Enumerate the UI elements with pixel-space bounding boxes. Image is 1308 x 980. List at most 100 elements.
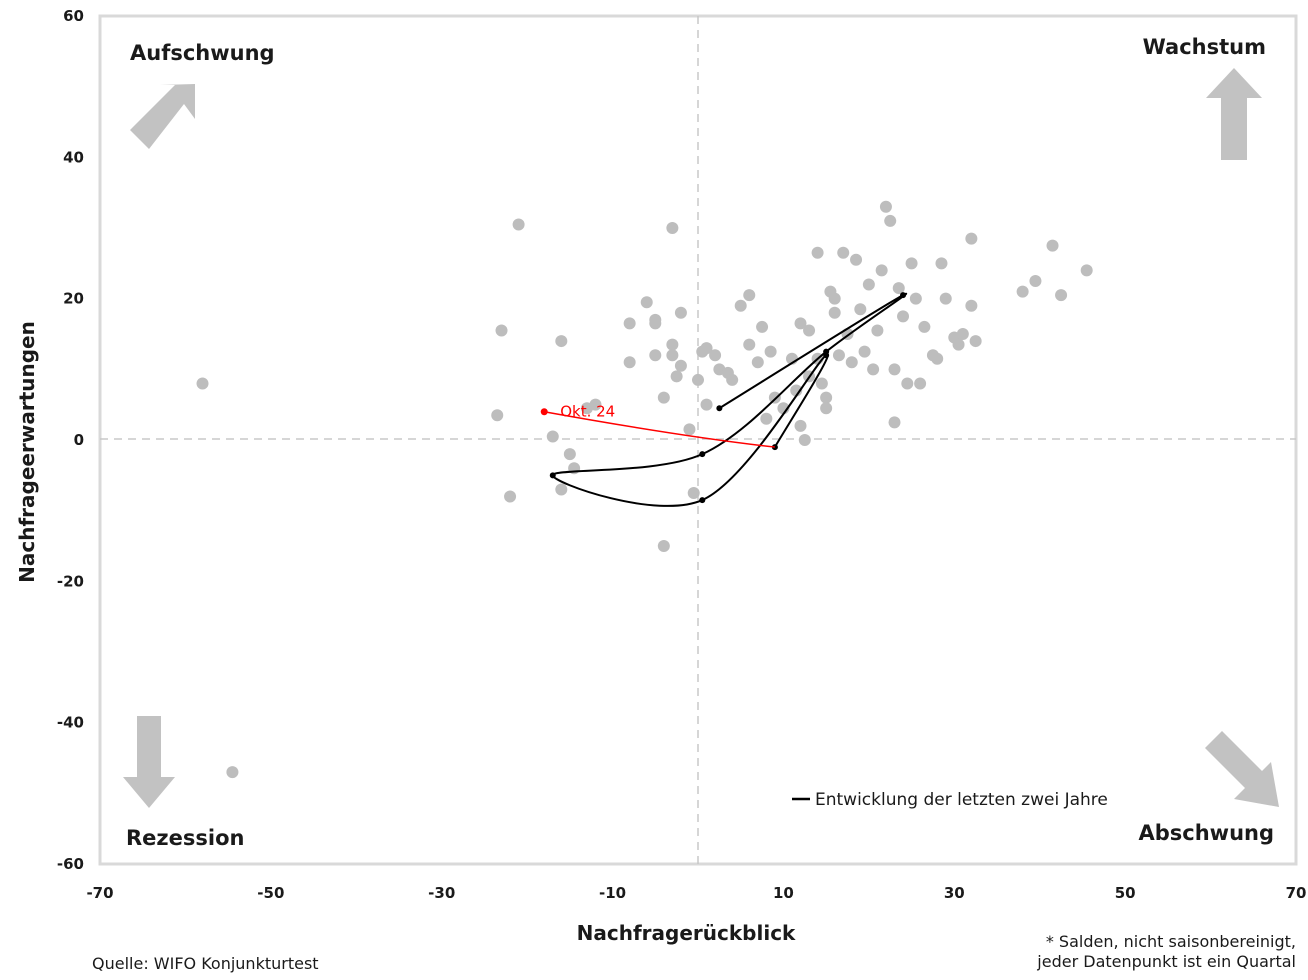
history-point [935,257,948,270]
history-point [931,352,944,365]
history-point [969,335,982,348]
history-point [666,349,679,362]
y-tick-label: -60 [57,855,84,873]
history-point [965,232,978,245]
quadrant-label-rezession: Rezession [126,826,244,850]
history-point [546,430,559,443]
history-point [751,356,764,369]
history-point [897,310,910,323]
history-point [888,416,901,429]
history-point [196,377,209,390]
history-point [854,303,867,316]
history-point [700,398,713,411]
history-point [743,289,756,302]
quadrant-label-aufschwung: Aufschwung [130,41,275,65]
history-point [512,218,525,231]
history-point [623,317,636,330]
history-point [657,391,670,404]
history-point [683,423,696,436]
history-point [692,373,704,386]
history-point [879,200,892,213]
history-point [815,377,828,390]
y-tick-labels: -60 -40 -20 0 20 40 60 [57,7,84,873]
history-points [196,200,1093,779]
x-axis-title: Nachfragerückblick [577,921,796,945]
y-tick-label: 60 [63,7,84,25]
history-point [820,402,833,415]
history-point [905,257,918,270]
history-point [820,391,833,404]
history-point [657,540,670,552]
history-point [803,324,816,337]
history-point [798,434,811,446]
history-point [965,299,978,312]
history-point [687,487,700,499]
history-point [700,342,713,355]
recent-point [900,292,907,299]
x-tick-labels: -70 -50 -30 -10 10 30 50 70 [86,884,1306,902]
history-point [871,324,884,337]
history-point [1016,285,1029,298]
history-point [884,214,897,227]
recent-point [716,405,723,412]
x-tick-label: 10 [773,884,794,902]
history-point [768,391,781,404]
history-point [811,246,824,259]
history-point [875,264,888,277]
recent-series [549,292,907,507]
history-point [589,398,602,411]
history-point [674,306,687,319]
legend: Entwicklung der letzten zwei Jahre [792,790,1108,810]
history-point [790,384,803,397]
x-tick-label: -50 [257,884,284,902]
recent-point [549,472,556,479]
history-point [837,246,850,259]
history-point [828,292,841,305]
up-arrow-icon [1206,68,1262,160]
history-point [674,359,687,372]
up-right-arrow-icon [130,84,195,149]
recent-point [699,451,706,458]
y-tick-label: -40 [57,714,84,732]
y-tick-label: 40 [63,148,84,166]
down-arrow-icon [123,716,175,808]
history-point [734,299,747,312]
history-point [756,320,769,333]
history-point [794,317,807,330]
latest-series-line [544,410,775,448]
history-point [670,370,683,383]
history-point [666,338,679,351]
latest-series: Okt. 24 [540,403,775,448]
history-point [794,419,807,432]
history-point [914,377,927,390]
history-point [563,448,576,461]
x-tick-label: -10 [599,884,626,902]
history-point [1029,275,1042,287]
history-point [555,483,568,496]
x-tick-label: 70 [1286,884,1307,902]
history-point [1080,264,1093,277]
history-point [845,356,858,369]
x-tick-label: -30 [428,884,455,902]
down-right-arrow-icon [1205,731,1279,807]
x-tick-label: 50 [1115,884,1136,902]
history-point [901,377,914,390]
history-point [918,320,931,333]
history-point [939,292,952,305]
footnote-line-1: * Salden, nicht saisonbereinigt, [1045,932,1296,951]
history-point [850,253,863,266]
history-point [1055,289,1068,302]
history-point [709,349,722,362]
latest-point-label: Okt. 24 [560,403,615,421]
history-point [956,328,969,340]
footnote-line-2: jeder Datenpunkt ist ein Quartal [1037,952,1296,971]
history-point [743,338,756,351]
footnote: * Salden, nicht saisonbereinigt, jeder D… [876,932,1296,972]
history-point [892,282,905,295]
history-point [760,412,773,425]
y-tick-label: 20 [63,290,84,308]
x-tick-label: 30 [944,884,965,902]
history-point [862,278,875,291]
history-point [649,349,662,362]
history-point [555,335,568,348]
